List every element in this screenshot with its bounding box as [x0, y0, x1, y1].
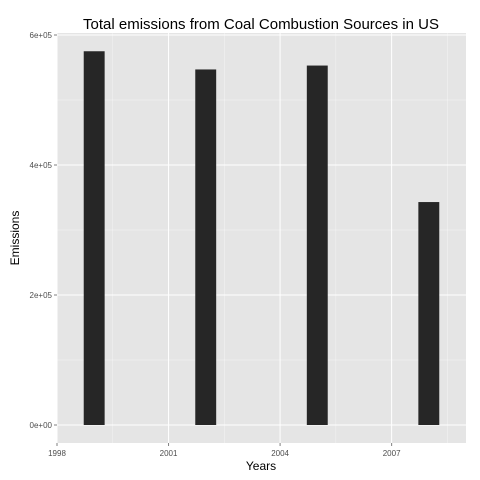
- bar-2008: [418, 202, 440, 425]
- bar-2005: [306, 65, 328, 426]
- y-axis-ticks: 0e+00 2e+05 4e+05 6e+05: [30, 31, 57, 430]
- grid-major: [56, 33, 466, 443]
- bar-2002: [195, 69, 217, 425]
- y-tick-label: 0e+00: [30, 421, 53, 430]
- x-tick-label: 2004: [271, 449, 289, 458]
- bar-1999: [83, 51, 105, 425]
- chart-title: Total emissions from Coal Combustion Sou…: [83, 16, 439, 33]
- x-tick-label: 1998: [48, 449, 66, 458]
- bars: [83, 51, 440, 426]
- y-tick-label: 2e+05: [30, 291, 53, 300]
- x-axis-title: Years: [246, 459, 276, 473]
- y-tick-label: 4e+05: [30, 161, 53, 170]
- plot-panel: [57, 33, 466, 443]
- y-tick-label: 6e+05: [30, 31, 53, 40]
- x-tick-label: 2001: [160, 449, 178, 458]
- y-axis-title: Emissions: [8, 211, 22, 266]
- grid-minor: [57, 33, 466, 443]
- x-axis-ticks: 1998 2001 2004 2007: [48, 443, 401, 458]
- x-tick-label: 2007: [383, 449, 401, 458]
